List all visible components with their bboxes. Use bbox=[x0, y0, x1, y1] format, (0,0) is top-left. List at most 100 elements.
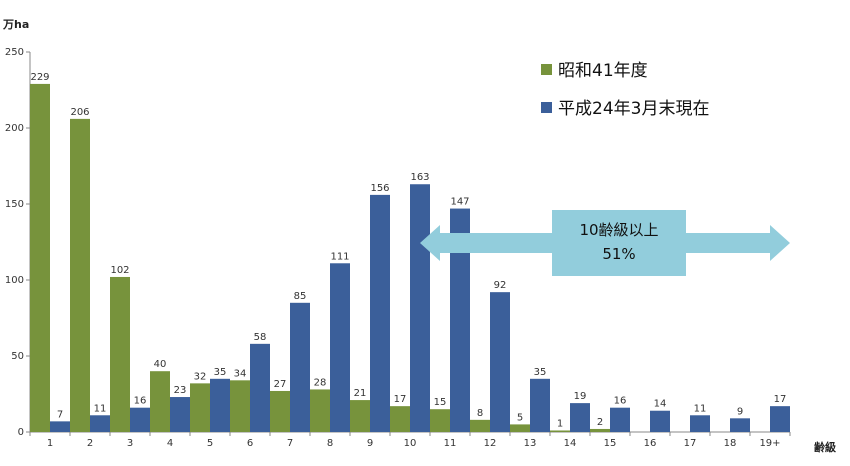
bar-value-label: 28 bbox=[314, 377, 327, 388]
x-tick-label: 2 bbox=[87, 438, 93, 449]
bar-value-label: 85 bbox=[294, 291, 307, 302]
x-tick-label: 14 bbox=[564, 438, 577, 449]
x-tick-label: 8 bbox=[327, 438, 333, 449]
bar-showa bbox=[590, 428, 610, 432]
x-tick-label: 6 bbox=[247, 438, 253, 449]
bar-showa bbox=[550, 430, 570, 432]
x-tick-label: 18 bbox=[724, 438, 737, 449]
bar-heisei bbox=[50, 421, 70, 432]
bar-showa bbox=[430, 409, 450, 432]
bar-value-label: 58 bbox=[254, 332, 267, 343]
bar-value-label: 21 bbox=[354, 388, 367, 399]
bar-heisei bbox=[170, 397, 190, 432]
x-tick-label: 17 bbox=[684, 438, 697, 449]
callout-percent: 51% bbox=[602, 245, 635, 263]
callout-arrow: 10齢級以上 51% bbox=[420, 210, 790, 276]
x-tick-label: 7 bbox=[287, 438, 293, 449]
x-tick-label: 19+ bbox=[759, 438, 780, 449]
bar-value-label: 15 bbox=[434, 397, 447, 408]
bar-heisei bbox=[250, 343, 270, 432]
bar-heisei bbox=[410, 184, 430, 432]
bar-heisei bbox=[690, 415, 710, 432]
bar-value-label: 8 bbox=[477, 408, 483, 419]
bar-value-label: 156 bbox=[370, 183, 389, 194]
bar-heisei bbox=[570, 403, 590, 432]
legend: 昭和41年度 平成24年3月末現在 bbox=[541, 61, 709, 119]
x-axis: 1 2 3 4 5 6 7 8 9 10 11 12 13 14 15 16 17 18 19+ bbox=[29, 431, 791, 449]
bar-value-label: 14 bbox=[654, 399, 667, 410]
x-tick-label: 9 bbox=[367, 438, 373, 449]
bar-value-label: 147 bbox=[450, 197, 469, 208]
legend-swatch-heisei bbox=[541, 102, 552, 113]
bar-showa bbox=[150, 371, 170, 432]
bar-value-label: 229 bbox=[30, 72, 49, 83]
bar-value-label: 34 bbox=[234, 368, 247, 379]
x-tick-label: 15 bbox=[604, 438, 617, 449]
bar-value-label: 102 bbox=[110, 265, 129, 276]
bar-showa bbox=[30, 83, 50, 433]
bar-value-label: 35 bbox=[534, 367, 547, 378]
x-tick-label: 12 bbox=[484, 438, 497, 449]
bar-showa bbox=[350, 400, 370, 432]
y-tick-label: 150 bbox=[5, 199, 24, 210]
legend-label-heisei: 平成24年3月末現在 bbox=[558, 99, 709, 119]
y-tick-label: 0 bbox=[18, 427, 24, 438]
y-axis: 0 50 100 150 200 250 bbox=[5, 47, 31, 438]
bar-showa bbox=[270, 390, 290, 432]
bar-heisei bbox=[490, 292, 510, 432]
bar-value-label: 1 bbox=[557, 418, 563, 429]
x-tick-label: 5 bbox=[207, 438, 213, 449]
bar-value-label: 17 bbox=[774, 394, 787, 405]
x-tick-label: 16 bbox=[644, 438, 657, 449]
bar-showa bbox=[470, 419, 490, 432]
bar-showa bbox=[510, 424, 530, 432]
bar-heisei bbox=[770, 406, 790, 432]
bar-value-label: 206 bbox=[70, 107, 89, 118]
bar-heisei bbox=[450, 208, 470, 432]
bar-value-label: 16 bbox=[614, 396, 627, 407]
x-tick-label: 3 bbox=[127, 438, 133, 449]
bar-value-label: 16 bbox=[134, 396, 147, 407]
bar-heisei bbox=[130, 407, 150, 432]
bar-showa bbox=[70, 118, 90, 432]
bar-value-label: 5 bbox=[517, 412, 523, 423]
y-tick-label: 200 bbox=[5, 123, 24, 134]
bar-heisei bbox=[650, 410, 670, 432]
bar-value-label: 19 bbox=[574, 391, 587, 402]
y-tick-label: 250 bbox=[5, 47, 24, 58]
bar-value-label: 23 bbox=[174, 385, 187, 396]
bar-value-label: 92 bbox=[494, 280, 507, 291]
callout-box bbox=[552, 210, 686, 276]
x-tick-label: 13 bbox=[524, 438, 537, 449]
legend-label-showa: 昭和41年度 bbox=[558, 61, 648, 81]
y-tick-label: 100 bbox=[5, 275, 24, 286]
bar-heisei bbox=[210, 378, 230, 432]
bar-value-label: 32 bbox=[194, 371, 207, 382]
bar-value-label: 27 bbox=[274, 379, 287, 390]
x-tick-label: 1 bbox=[47, 438, 53, 449]
y-axis-unit: 万ha bbox=[2, 18, 29, 31]
x-tick-label: 11 bbox=[444, 438, 457, 449]
bar-heisei bbox=[730, 418, 750, 432]
bar-heisei bbox=[330, 263, 350, 432]
callout-label: 10齢級以上 bbox=[579, 221, 658, 239]
x-tick-label: 10 bbox=[404, 438, 417, 449]
bar-showa bbox=[110, 276, 130, 432]
bar-value-label: 35 bbox=[214, 367, 227, 378]
bar-value-label: 17 bbox=[394, 394, 407, 405]
bar-showa bbox=[190, 383, 210, 432]
x-axis-unit: 齢級 bbox=[814, 440, 836, 454]
bar-heisei bbox=[530, 378, 550, 432]
bar-value-label: 11 bbox=[694, 403, 707, 414]
bar-value-label: 11 bbox=[94, 403, 107, 414]
bar-heisei bbox=[370, 194, 390, 432]
bars bbox=[30, 83, 790, 433]
bar-value-label: 7 bbox=[57, 409, 63, 420]
bar-value-label: 2 bbox=[597, 417, 603, 428]
bar-value-label: 163 bbox=[410, 172, 429, 183]
bar-value-label: 111 bbox=[330, 251, 349, 262]
bar-heisei bbox=[610, 407, 630, 432]
bar-showa bbox=[310, 389, 330, 432]
